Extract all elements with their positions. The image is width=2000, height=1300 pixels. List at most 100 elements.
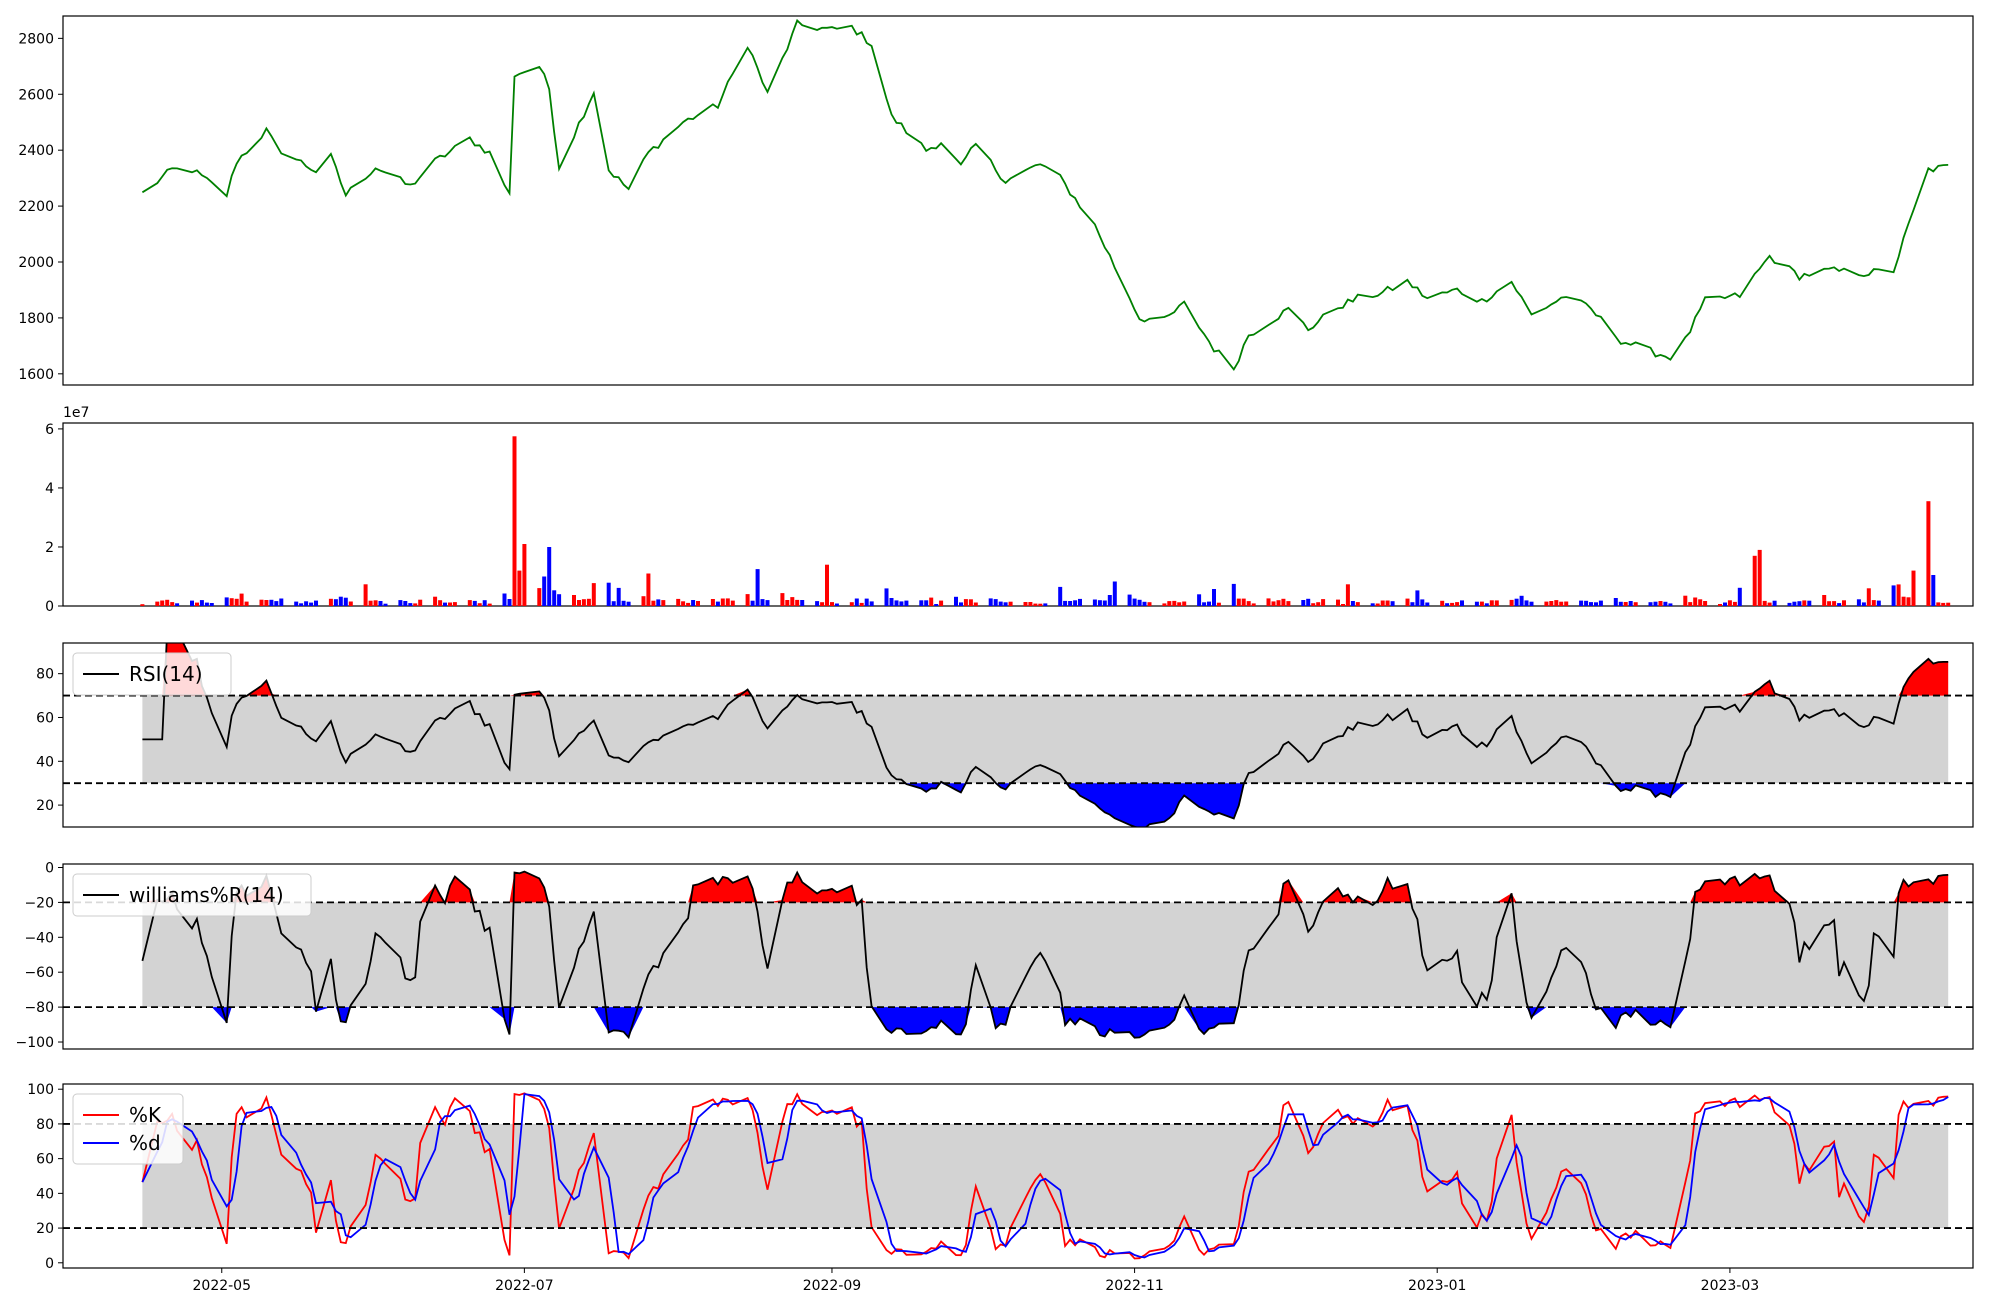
volume-bar — [1276, 600, 1281, 606]
volume-bar — [1460, 600, 1464, 606]
volume-bar — [1202, 602, 1207, 606]
volume-bar — [1489, 600, 1494, 606]
volume-bar — [1023, 602, 1028, 606]
volume-bar — [294, 601, 299, 606]
volume-panel-frame — [62, 422, 1974, 607]
volume-bar — [1216, 602, 1221, 606]
volume-bar — [919, 600, 924, 606]
volume-bar — [696, 601, 700, 606]
volume-bar — [244, 601, 249, 606]
volume-bar — [1281, 598, 1286, 606]
volume-bar — [849, 602, 854, 606]
volume-bar — [1316, 602, 1321, 606]
volume-bar — [760, 599, 765, 606]
volume-bar — [889, 598, 894, 606]
volume-bar — [1524, 600, 1529, 606]
volume-bar — [1474, 601, 1479, 606]
volume-bar — [750, 600, 755, 606]
stoch-panel-frame — [62, 1083, 1974, 1269]
volume-bar — [338, 596, 343, 606]
stoch-d-line — [141, 1093, 1949, 1259]
volume-bar — [1494, 600, 1499, 606]
volume-bar — [1807, 600, 1812, 606]
volume-ytick-label: 2 — [45, 540, 54, 556]
volume-bar — [1033, 603, 1038, 606]
x-tick-label: 2022-07 — [495, 1278, 554, 1294]
volume-bar — [1668, 603, 1673, 606]
volume-bar — [1197, 594, 1202, 606]
volume-bar — [998, 601, 1003, 606]
volume-bar — [1752, 555, 1757, 606]
volume-bar — [1926, 501, 1931, 606]
volume-bar — [1445, 603, 1450, 606]
volume-bar — [1802, 600, 1807, 606]
rsi-legend: RSI(14) — [72, 652, 232, 696]
stoch-legend-label: %d — [129, 1131, 161, 1155]
volume-bar — [1107, 595, 1112, 606]
volume-bar — [1420, 599, 1425, 606]
volume-bar — [408, 603, 413, 606]
price-ytick-label: 2200 — [18, 199, 54, 215]
volume-bar — [517, 570, 522, 606]
volume-bar — [993, 599, 998, 606]
volume-bar — [1723, 602, 1727, 606]
rsi-ytick-label: 80 — [36, 667, 54, 683]
price-ytick-label: 1600 — [18, 367, 54, 383]
volume-bar — [1876, 600, 1881, 606]
williams-legend-label: williams%R(14) — [129, 883, 284, 907]
volume-bar — [621, 600, 626, 606]
volume-ytick-label: 4 — [45, 481, 54, 497]
volume-bar — [1941, 602, 1946, 606]
williams-legend: williams%R(14) — [72, 873, 312, 917]
volume-bar — [859, 602, 864, 606]
price-panel-frame — [62, 15, 1974, 386]
stoch-ytick-label: 40 — [36, 1186, 54, 1202]
volume-bar — [656, 599, 661, 606]
volume-bar — [1455, 602, 1460, 606]
volume-bar — [1737, 587, 1742, 606]
volume-bar — [899, 601, 904, 606]
volume-bar — [1663, 601, 1668, 606]
williams-ytick-label: −40 — [24, 930, 54, 946]
volume-bar — [1871, 600, 1876, 606]
volume-bar — [155, 601, 160, 606]
volume-bar — [1757, 549, 1762, 606]
volume-bar — [1772, 600, 1777, 606]
volume-bar — [418, 599, 423, 606]
volume-bar — [1415, 590, 1420, 606]
volume-bar — [204, 602, 209, 606]
volume-bar — [586, 598, 591, 606]
volume-bar — [309, 602, 314, 606]
volume-bar — [1112, 581, 1117, 606]
volume-bar — [467, 600, 472, 606]
volume-bar — [959, 602, 963, 606]
williams-ytick-label: −20 — [24, 895, 54, 911]
williams-oversold-fill — [142, 1007, 1949, 1038]
volume-bar — [547, 547, 552, 606]
volume-bar — [1162, 603, 1167, 606]
volume-bar — [1301, 600, 1306, 606]
volume-bar — [1901, 596, 1906, 606]
volume-bar — [363, 584, 368, 606]
volume-bar — [542, 576, 547, 606]
volume-bar — [279, 598, 284, 606]
volume-bar — [904, 600, 909, 606]
volume-bar — [854, 598, 859, 606]
volume-bar — [199, 600, 204, 606]
volume-bar — [1658, 601, 1663, 606]
rsi-line — [142, 643, 1949, 827]
volume-bar — [1142, 601, 1147, 606]
volume-bar — [1618, 601, 1623, 606]
volume-bar — [299, 603, 304, 606]
volume-bar — [398, 600, 403, 606]
volume-bar — [1073, 600, 1078, 606]
price-ytick-label: 2800 — [18, 31, 54, 47]
volume-bar — [730, 600, 735, 606]
volume-bar — [487, 603, 492, 606]
volume-bar — [190, 600, 194, 606]
volume-bar — [1594, 602, 1598, 606]
volume-bar — [1564, 601, 1569, 606]
volume-bar — [934, 604, 939, 606]
volume-bar — [1092, 599, 1097, 606]
volume-bar — [715, 601, 720, 606]
